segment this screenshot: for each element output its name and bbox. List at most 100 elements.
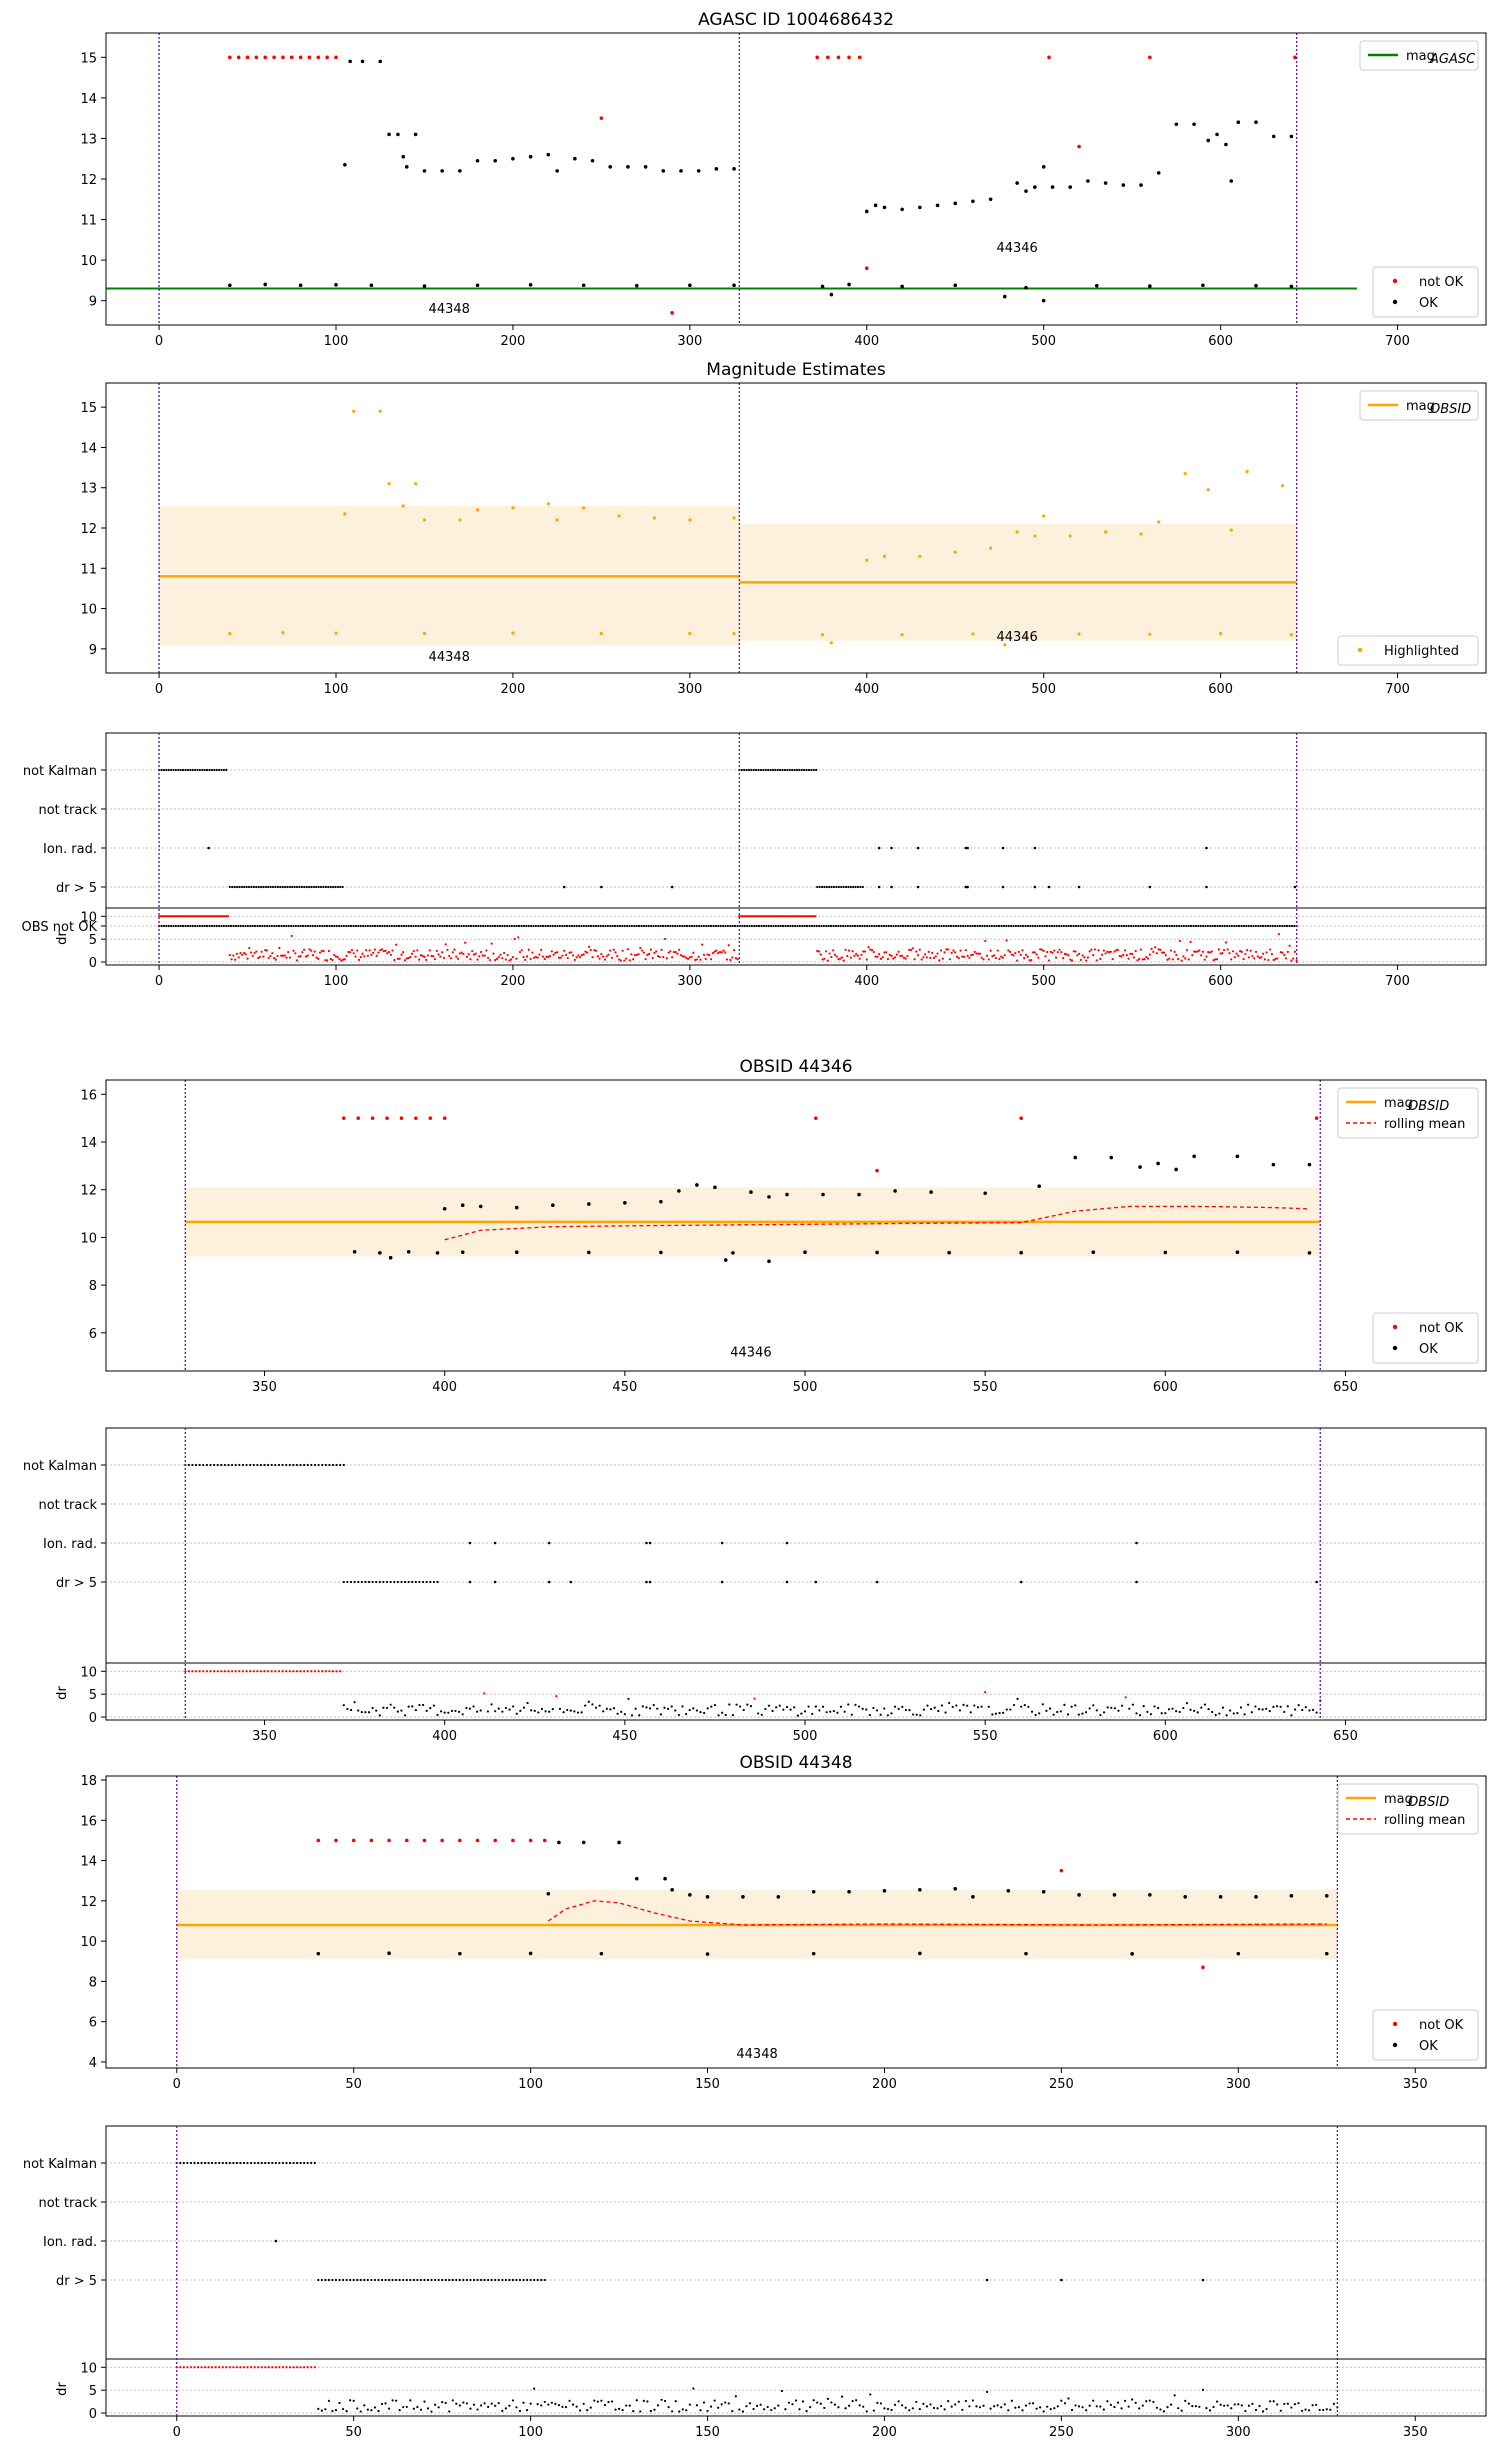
flag-point — [468, 1541, 472, 1545]
dr-point — [364, 949, 368, 952]
flag-point — [299, 924, 302, 928]
flag-point — [981, 924, 984, 928]
dr-point — [318, 951, 322, 954]
flag-point — [832, 924, 835, 928]
flag-point — [281, 885, 284, 889]
flag-point — [331, 2278, 334, 2282]
data-point — [688, 631, 692, 636]
flag-point — [225, 2161, 228, 2165]
dr-point — [919, 1714, 922, 1717]
flag-point — [1216, 924, 1219, 928]
dr-point — [418, 958, 421, 961]
flag-point — [885, 924, 888, 928]
dr-point — [1005, 939, 1008, 942]
plot-frame — [105, 1079, 1487, 1372]
dr-point — [324, 1670, 327, 1673]
flag-point — [391, 2278, 394, 2282]
flag-point — [455, 924, 458, 928]
flag-point — [371, 1580, 374, 1584]
dr-point — [695, 2404, 699, 2407]
dr-point — [333, 953, 336, 957]
flag-point — [412, 924, 415, 928]
dr-point — [594, 1706, 598, 1709]
dr-point — [637, 953, 640, 956]
flag-point — [769, 768, 772, 772]
dr-point — [839, 957, 842, 960]
flag-point — [265, 924, 269, 928]
data-point — [918, 554, 922, 558]
dr-point — [736, 957, 739, 961]
dr-point — [472, 1705, 475, 1708]
data-point — [378, 409, 382, 413]
dr-point — [317, 957, 320, 960]
dr-point — [1297, 2402, 1300, 2405]
legend-swatch — [1392, 2021, 1398, 2027]
dr-point — [996, 949, 999, 952]
dr-point — [1203, 1703, 1207, 1706]
legend-label: rolling mean — [1384, 1117, 1465, 1132]
obsid-label: 44348 — [429, 650, 470, 665]
dr-point — [357, 958, 361, 961]
dr-point — [198, 1670, 201, 1673]
data-point — [1206, 138, 1211, 143]
flag-point — [793, 924, 797, 928]
flag-point — [613, 924, 617, 928]
dr-point — [184, 1670, 187, 1673]
dr-point — [727, 2402, 730, 2405]
flag-point — [309, 924, 312, 928]
dr-point — [886, 1714, 889, 1717]
dr-point — [908, 2409, 911, 2412]
dr-point — [1159, 948, 1162, 951]
dr-point — [548, 1710, 551, 1713]
flag-point — [720, 1541, 724, 1545]
data-point — [316, 1951, 321, 1956]
data-point — [401, 504, 405, 508]
dr-point — [908, 1709, 911, 1712]
flag-point — [1026, 924, 1029, 928]
flag-point — [303, 1463, 306, 1467]
dr-point — [621, 2408, 624, 2412]
dr-point — [699, 1710, 702, 1714]
dr-point — [294, 952, 297, 955]
y-tick-label: 0 — [89, 1711, 97, 1726]
dr-point — [195, 915, 198, 918]
flag-point — [513, 924, 516, 928]
dr-point — [890, 1712, 893, 1715]
panel-title: OBSID 44348 — [739, 1753, 852, 1773]
dr-point — [1000, 2406, 1003, 2409]
data-point — [971, 632, 975, 636]
dr-point — [867, 946, 870, 949]
dr-point — [303, 948, 306, 951]
dr-point — [310, 949, 313, 952]
dr-point — [630, 1714, 634, 1717]
flag-point — [260, 2161, 263, 2165]
dr-point — [662, 955, 665, 959]
dr-point — [311, 954, 315, 957]
dr-point — [739, 1705, 742, 1708]
flag-point — [736, 924, 739, 928]
flag-point — [527, 924, 530, 928]
dr-point — [564, 2406, 568, 2409]
flag-point — [1043, 924, 1046, 928]
panel-title: Magnitude Estimates — [706, 360, 886, 380]
dr-point — [717, 1714, 720, 1717]
dr-point — [1086, 956, 1090, 959]
dr-point — [1077, 952, 1081, 955]
flag-point — [472, 2278, 476, 2282]
dr-point — [269, 954, 272, 958]
x-tick-label: 650 — [1333, 1380, 1358, 1395]
flag-point — [211, 2161, 214, 2165]
dr-point — [973, 1704, 976, 1707]
dr-point — [373, 2406, 377, 2409]
flag-point — [234, 1463, 237, 1467]
dr-point — [971, 2399, 975, 2402]
flag-point — [1194, 924, 1197, 928]
dr-point — [1023, 956, 1026, 960]
dr-point — [980, 1705, 983, 1708]
dr-point — [411, 1705, 414, 1708]
data-point — [1024, 1951, 1028, 1956]
data-point — [953, 550, 957, 554]
dr-point — [794, 915, 798, 918]
dr-point — [892, 957, 895, 960]
dr-point — [811, 1712, 814, 1716]
